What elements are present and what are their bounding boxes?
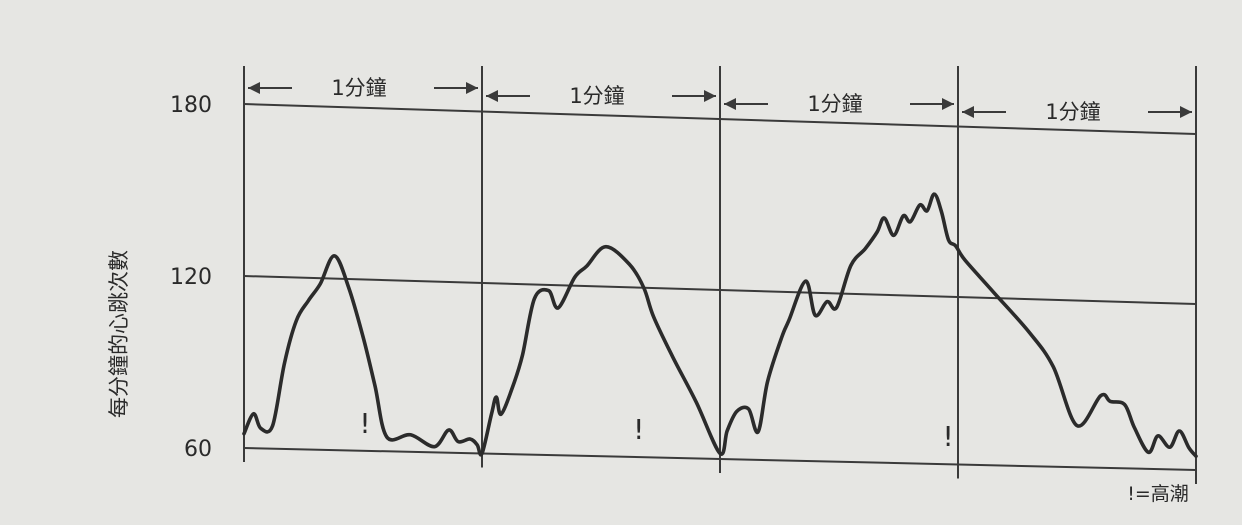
minute-arrow: 1分鐘 [486, 84, 716, 108]
arrow-left-head [486, 90, 498, 102]
climax-marker: ! [359, 407, 370, 440]
climax-marker: ! [942, 420, 953, 453]
y-tick-120: 120 [170, 265, 212, 290]
climax-markers: !!! [359, 407, 953, 453]
climax-marker: ! [633, 413, 644, 446]
arrow-right-head [942, 98, 954, 110]
arrow-left-head [724, 98, 736, 110]
arrow-right-head [466, 82, 478, 94]
arrow-left-head [248, 82, 260, 94]
minute-arrow: 1分鐘 [724, 92, 954, 116]
y-tick-180: 180 [170, 93, 212, 118]
minute-arrow: 1分鐘 [962, 100, 1192, 124]
heart-rate-series [242, 192, 1198, 458]
minute-dividers [243, 66, 1197, 484]
minute-label: 1分鐘 [1045, 100, 1100, 124]
minute-arrow: 1分鐘 [248, 76, 478, 100]
minute-label: 1分鐘 [569, 84, 624, 108]
y-tick-60: 60 [184, 437, 212, 462]
legend-text: !=高潮 [1127, 483, 1189, 505]
arrow-right-head [704, 90, 716, 102]
minute-label: 1分鐘 [331, 76, 386, 100]
arrow-right-head [1180, 106, 1192, 118]
y-tick-labels: 180 120 60 [170, 93, 212, 462]
y-axis-label: 每分鐘的心跳次數 [107, 250, 131, 418]
minute-label: 1分鐘 [807, 92, 862, 116]
duration-arrows: 1分鐘 1分鐘 1分鐘 1分鐘 [248, 76, 1192, 124]
heart-rate-line [242, 192, 1198, 458]
arrow-left-head [962, 106, 974, 118]
